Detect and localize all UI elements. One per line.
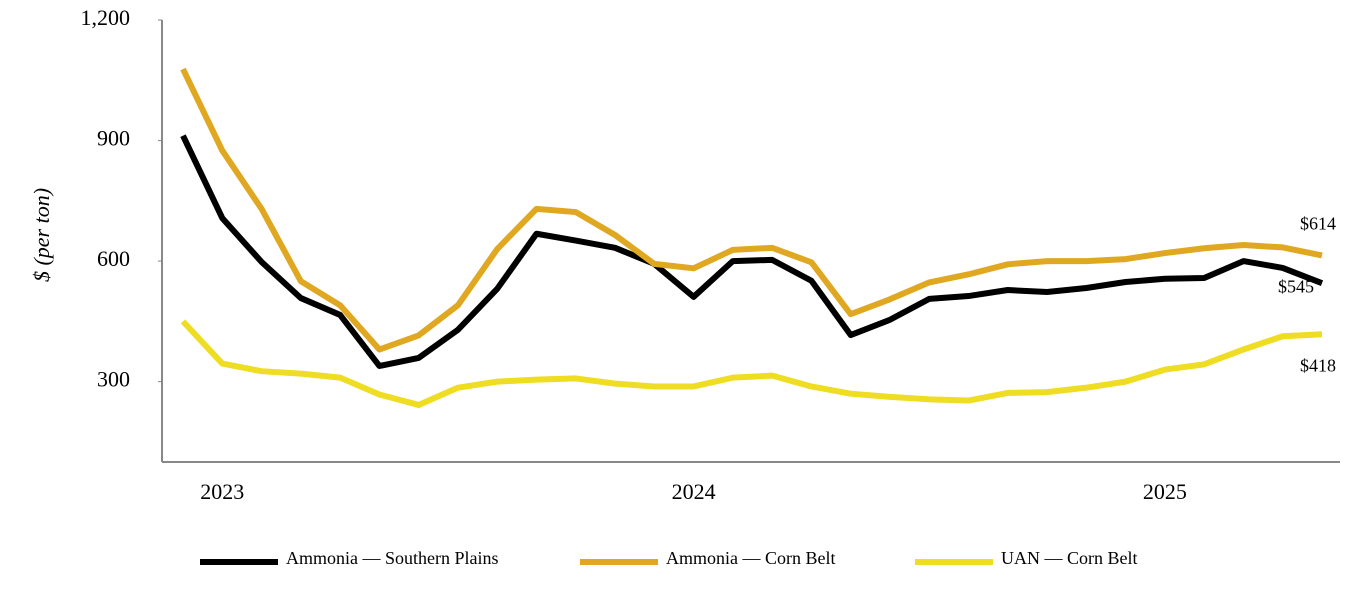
series-line	[180, 319, 1323, 408]
data-label: $418	[1300, 355, 1336, 375]
data-label: $545	[1278, 276, 1314, 296]
x-tick-label: 2023	[200, 479, 244, 504]
series-line	[180, 134, 1324, 369]
y-tick-label: 300	[97, 367, 130, 392]
y-tick-label: 1,200	[81, 5, 131, 30]
data-label: $614	[1300, 214, 1336, 234]
x-tick-label: 2025	[1143, 479, 1187, 504]
legend-label: Ammonia — Corn Belt	[666, 548, 836, 568]
series-line	[180, 67, 1323, 353]
x-tick-label: 2024	[672, 479, 716, 504]
y-axis-label: $ (per ton)	[29, 188, 54, 282]
y-tick-label: 900	[97, 126, 130, 151]
legend-label: UAN — Corn Belt	[1001, 548, 1138, 568]
legend-label: Ammonia — Southern Plains	[286, 548, 499, 568]
y-tick-label: 600	[97, 246, 130, 271]
